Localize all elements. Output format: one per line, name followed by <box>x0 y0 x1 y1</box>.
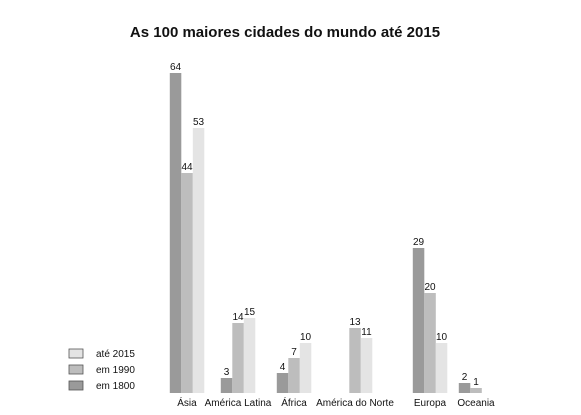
legend-label-em-1800: em 1800 <box>96 381 135 392</box>
chart-title: As 100 maiores cidades do mundo até 2015 <box>130 24 440 41</box>
category-label-america-latina: América Latina <box>205 398 272 409</box>
bar-asia-em-1990 <box>181 173 193 393</box>
bar-oceania-em-1990 <box>470 388 482 393</box>
bar-africa-ate-2015 <box>299 343 312 393</box>
value-label-oceania-em-1800: 2 <box>462 372 468 383</box>
legend-label-ate-2015: até 2015 <box>96 349 135 360</box>
value-label-africa-ate-2015: 10 <box>300 332 312 343</box>
legend-swatch-ate-2015 <box>68 348 84 359</box>
bar-oceania-em-1800 <box>458 383 471 393</box>
value-label-africa-em-1990: 7 <box>291 347 297 358</box>
bar-america-latina-ate-2015 <box>243 318 256 393</box>
category-label-america-do-norte: América do Norte <box>316 398 394 409</box>
bar-america-do-norte-ate-2015 <box>360 338 373 393</box>
category-label-africa: África <box>281 396 307 409</box>
value-label-europa-ate-2015: 10 <box>436 332 448 343</box>
category-label-oceania: Oceania <box>457 398 495 409</box>
bars-layer <box>169 73 482 393</box>
value-label-asia-ate-2015: 53 <box>193 117 205 128</box>
bar-america-latina-em-1800 <box>220 378 233 393</box>
category-label-asia: Ásia <box>177 396 197 409</box>
value-label-europa-em-1800: 29 <box>413 237 425 248</box>
value-label-oceania-em-1990: 1 <box>473 377 479 388</box>
bar-europa-em-1990 <box>424 293 436 393</box>
value-label-america-latina-ate-2015: 15 <box>244 307 256 318</box>
legend: até 2015 em 1990 em 1800 <box>68 348 135 392</box>
bar-africa-em-1990 <box>288 358 300 393</box>
bar-europa-em-1800 <box>412 248 425 393</box>
bar-asia-em-1800 <box>169 73 182 393</box>
value-label-america-do-norte-em-1990: 13 <box>349 317 361 328</box>
value-label-africa-em-1800: 4 <box>280 362 286 373</box>
bar-europa-ate-2015 <box>435 343 448 393</box>
value-label-europa-em-1990: 20 <box>424 282 436 293</box>
legend-swatch-em-1990 <box>68 364 84 375</box>
category-label-europa: Europa <box>414 398 447 409</box>
category-labels-layer: Ásia América Latina África América do Norte… <box>177 396 495 409</box>
value-label-america-latina-em-1800: 3 <box>224 367 230 378</box>
value-label-america-latina-em-1990: 14 <box>232 312 244 323</box>
value-label-america-do-norte-ate-2015: 11 <box>361 327 372 338</box>
bar-africa-em-1800 <box>276 373 289 393</box>
bar-america-latina-em-1990 <box>232 323 244 393</box>
bar-america-do-norte-em-1990 <box>349 328 361 393</box>
legend-swatch-em-1800 <box>68 380 84 391</box>
value-label-asia-em-1990: 44 <box>181 162 193 173</box>
legend-label-em-1990: em 1990 <box>96 365 135 376</box>
value-label-asia-em-1800: 64 <box>170 62 182 73</box>
bar-asia-ate-2015 <box>192 128 205 393</box>
